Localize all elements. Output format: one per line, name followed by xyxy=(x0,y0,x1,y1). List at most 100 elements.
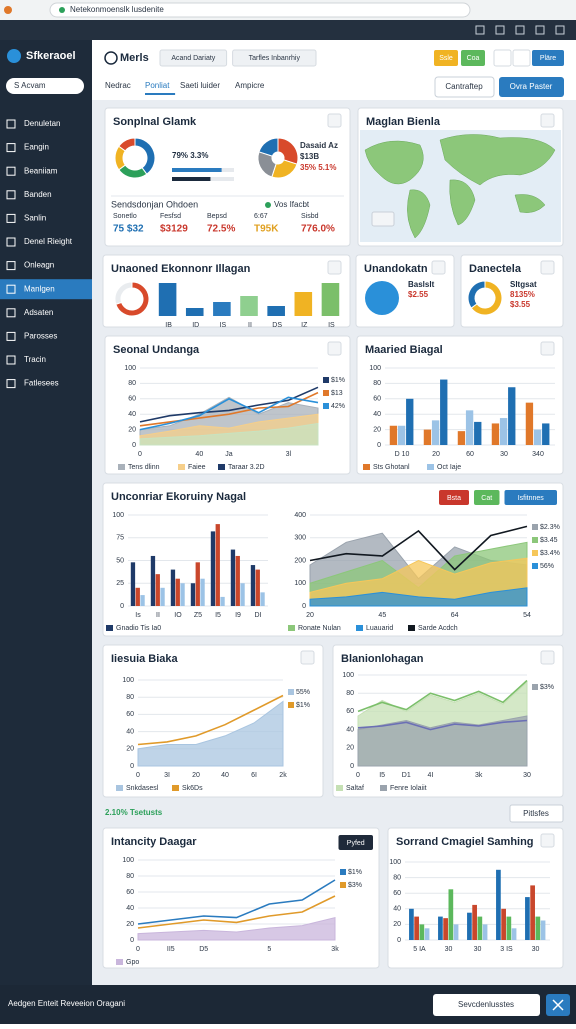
nav-item[interactable]: Tracin xyxy=(24,355,46,364)
nav-icon xyxy=(6,331,16,341)
filter-label: Tarfles Inbanrhiy xyxy=(249,55,301,62)
line xyxy=(357,679,528,713)
nav-item[interactable]: Banden xyxy=(24,190,52,199)
icon-button[interactable] xyxy=(493,49,512,67)
browser-tool[interactable] xyxy=(515,25,525,35)
y-tick-label: 40 xyxy=(126,728,134,735)
legend-key xyxy=(218,464,225,470)
y-tick-label: 60 xyxy=(126,889,134,896)
bar xyxy=(130,562,136,606)
x-tick-label: I5 xyxy=(379,772,385,779)
map-control[interactable] xyxy=(371,211,395,227)
x-tick-label: 5 IA xyxy=(413,946,426,953)
kpi-note-dot xyxy=(265,202,271,208)
browser-tool[interactable] xyxy=(475,25,485,35)
action-label: Cantraftep xyxy=(445,82,483,91)
tab[interactable]: Ampicre xyxy=(235,81,265,90)
nav-item[interactable]: Sanlin xyxy=(24,214,46,223)
top-button[interactable] xyxy=(434,50,458,66)
nav-item[interactable]: Denuletan xyxy=(24,119,60,128)
footer-button[interactable] xyxy=(433,994,540,1016)
panel-menu[interactable] xyxy=(431,260,446,275)
search-box[interactable] xyxy=(6,78,84,94)
nav-item[interactable]: Onleagn xyxy=(24,261,54,270)
legend-key xyxy=(178,464,185,470)
x-tick-label: 3I xyxy=(164,772,170,779)
bar xyxy=(140,595,145,606)
bar xyxy=(443,918,448,940)
panel-menu[interactable] xyxy=(327,260,342,275)
end-label: $3% xyxy=(348,882,362,889)
panel-button[interactable] xyxy=(338,835,374,850)
browser-tool[interactable] xyxy=(535,25,545,35)
end-label: $3.45 xyxy=(540,537,558,544)
x-tick-label: DS xyxy=(272,322,282,329)
panel-button[interactable] xyxy=(474,490,500,505)
panel-menu[interactable] xyxy=(327,113,342,128)
filter-button[interactable] xyxy=(159,49,228,67)
panel-menu[interactable] xyxy=(540,113,555,128)
panel-menu[interactable] xyxy=(327,341,342,356)
sidebar xyxy=(0,40,92,985)
stat: Sltgsat xyxy=(510,280,537,289)
bar xyxy=(255,569,260,606)
panel-menu[interactable] xyxy=(540,833,555,848)
tab[interactable]: Ponliat xyxy=(145,81,170,90)
bar xyxy=(477,916,483,940)
url-field[interactable] xyxy=(49,2,471,18)
legend-label: Ronate Nulan xyxy=(298,625,341,632)
x-tick-label: 0 xyxy=(356,772,360,779)
legend-label: Snkdasesl xyxy=(126,785,159,792)
nav-item[interactable]: Denel Rieight xyxy=(24,237,73,246)
nav-item[interactable]: Adsaten xyxy=(24,308,53,317)
line xyxy=(137,694,284,746)
top-button-label: Coa xyxy=(467,55,480,62)
nav-item[interactable]: Beaniiam xyxy=(24,166,58,175)
y-tick-label: 40 xyxy=(346,726,354,733)
nav-item[interactable]: Fatlesees xyxy=(24,379,59,388)
end-label-key xyxy=(340,882,346,888)
icon-button[interactable] xyxy=(512,49,531,67)
tab[interactable]: Nedrac xyxy=(105,81,131,90)
action-button[interactable] xyxy=(499,77,564,97)
side-stat: Dasaid Az xyxy=(300,141,338,150)
nav-item[interactable]: Parosses xyxy=(24,332,57,341)
y-tick-label: 0 xyxy=(302,603,306,610)
bar xyxy=(175,578,180,606)
kpi-value: 75 $32 xyxy=(113,224,144,235)
y-tick-label: 80 xyxy=(126,694,134,701)
nav-item[interactable]: Manlgen xyxy=(24,284,55,293)
line xyxy=(357,719,528,731)
area xyxy=(139,422,319,446)
panel-title: Sorrand Cmagiel Samhing xyxy=(396,836,534,848)
panel-menu[interactable] xyxy=(540,260,555,275)
top-button[interactable] xyxy=(461,50,485,66)
tab[interactable]: Saeti luider xyxy=(180,81,220,90)
end-label-key xyxy=(340,869,346,875)
nav-icon xyxy=(6,237,16,247)
panel-button[interactable] xyxy=(504,490,558,505)
nav-item[interactable]: Eangin xyxy=(24,143,49,152)
kpi-label: Sisbd xyxy=(301,213,319,220)
legend-label: Tens dlinn xyxy=(128,464,160,471)
area xyxy=(137,916,336,941)
action-button[interactable] xyxy=(434,76,495,98)
browser-tool[interactable] xyxy=(495,25,505,35)
top-button[interactable] xyxy=(532,50,564,66)
panel-button[interactable] xyxy=(439,490,469,505)
stat: $2.55 xyxy=(408,290,429,299)
panel-menu[interactable] xyxy=(300,650,315,665)
panel-title: Blanionlohagan xyxy=(341,653,424,665)
x-tick-label: 64 xyxy=(451,612,459,619)
filter-button[interactable] xyxy=(232,49,317,67)
y-tick-label: 0 xyxy=(377,442,381,449)
browser-tool[interactable] xyxy=(555,25,565,35)
bar xyxy=(190,583,196,606)
nav-icon xyxy=(6,166,16,176)
section-button[interactable] xyxy=(509,804,564,823)
panel-menu[interactable] xyxy=(540,341,555,356)
panel-menu[interactable] xyxy=(540,650,555,665)
end-label: 56% xyxy=(540,563,554,570)
x-tick-label: 0 xyxy=(138,451,142,458)
y-tick-label: 40 xyxy=(393,906,401,913)
